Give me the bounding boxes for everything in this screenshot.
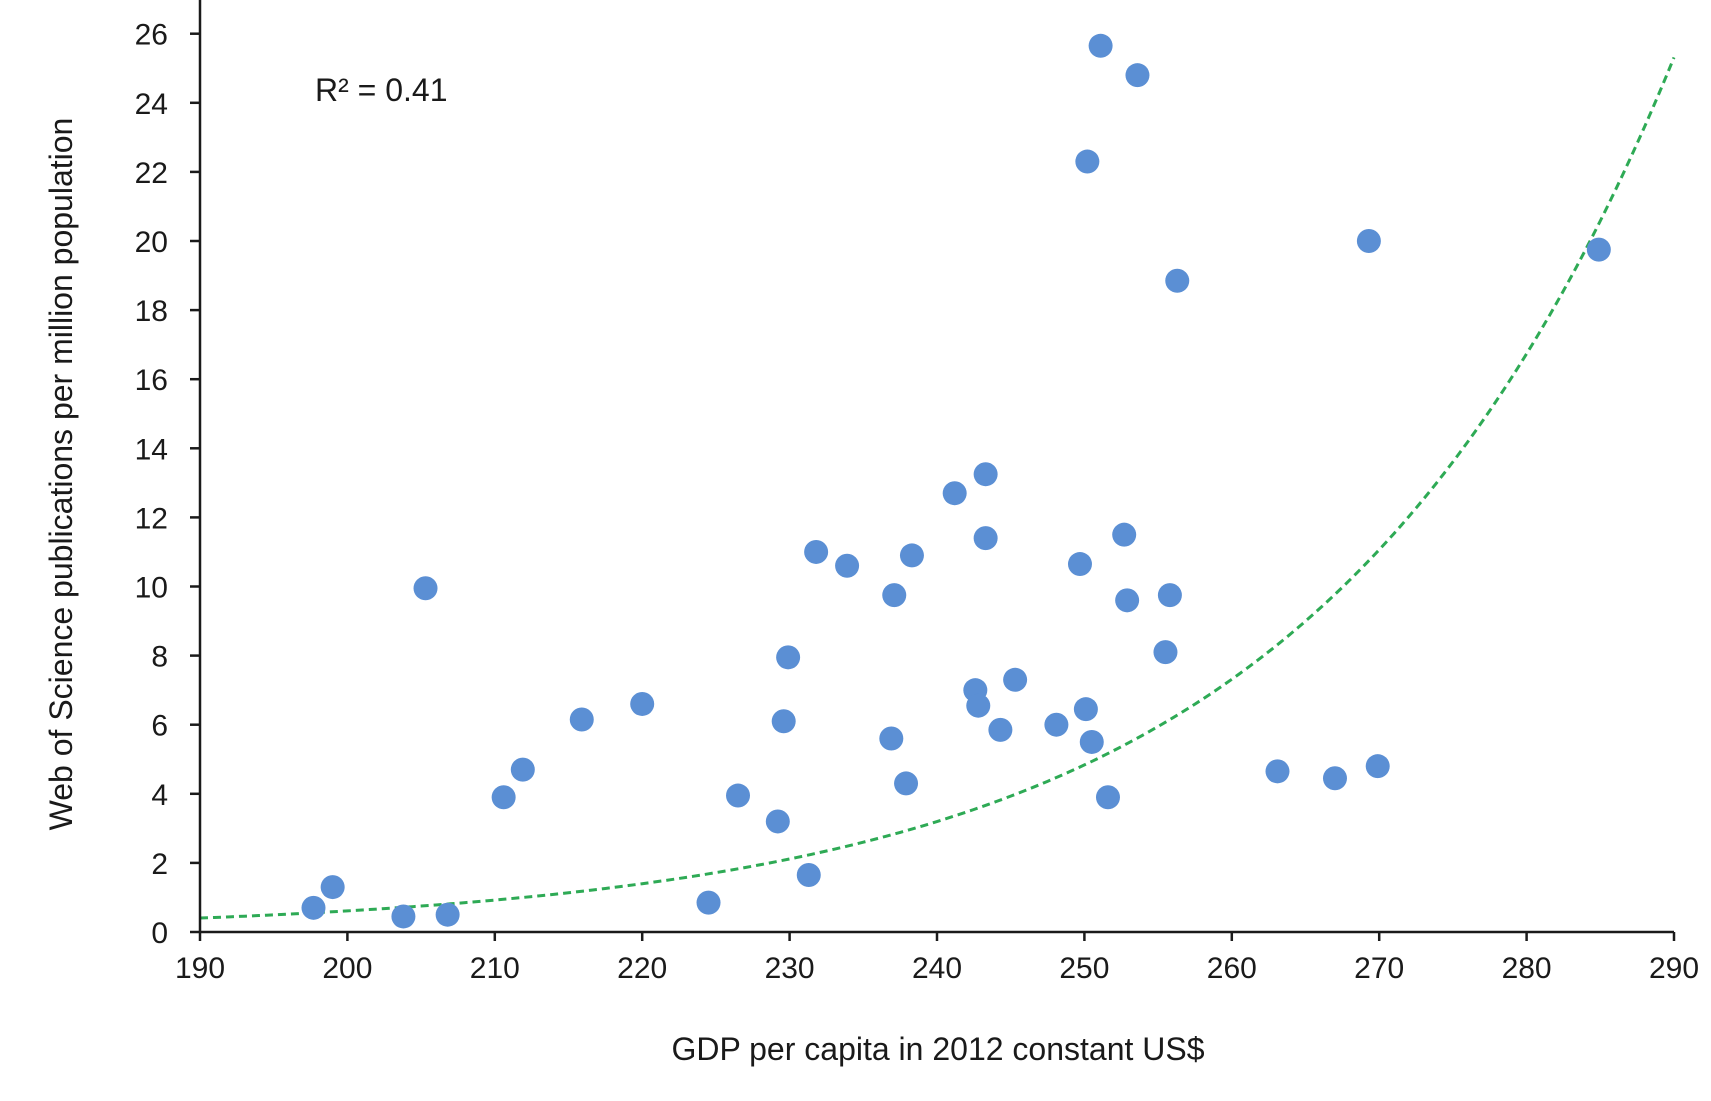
data-point [771, 709, 796, 734]
data-point [988, 717, 1013, 742]
data-point [630, 691, 655, 716]
data-point [1095, 785, 1120, 810]
y-tick-label: 24 [135, 88, 168, 121]
data-point [1073, 697, 1098, 722]
data-point [1003, 667, 1028, 692]
data-point [1157, 583, 1182, 608]
ticks-layer: 190 200 210 220 230 240 250 260 270 280 2900246810… [135, 19, 1699, 985]
data-point [569, 707, 594, 732]
points-layer [301, 33, 1611, 929]
x-tick-label: 200 [322, 952, 372, 985]
x-tick-label: 260 [1207, 952, 1257, 985]
data-point [301, 895, 326, 920]
x-tick-label: 230 [765, 952, 815, 985]
x-tick-label: 240 [912, 952, 962, 985]
data-point [882, 583, 907, 608]
y-tick-label: 6 [151, 710, 168, 743]
y-tick-label: 0 [151, 917, 168, 950]
y-tick-label: 16 [135, 364, 168, 397]
x-tick-label: 220 [617, 952, 667, 985]
data-point [1356, 229, 1381, 253]
data-point [491, 785, 516, 810]
data-point [1265, 759, 1290, 784]
y-tick-label: 10 [135, 572, 168, 605]
data-point [1079, 729, 1104, 754]
y-tick-label: 20 [135, 226, 168, 259]
data-point [973, 526, 998, 551]
data-point [973, 462, 998, 487]
x-tick-label: 210 [470, 952, 520, 985]
x-tick-label: 270 [1354, 952, 1404, 985]
data-point [942, 481, 967, 506]
data-point [391, 904, 416, 929]
data-point [413, 576, 438, 601]
data-point [894, 771, 919, 796]
data-point [320, 875, 345, 900]
data-point [1586, 237, 1611, 262]
y-tick-label: 12 [135, 502, 168, 535]
data-point [804, 539, 829, 564]
y-tick-label: 26 [135, 19, 168, 52]
data-point [1153, 640, 1178, 665]
x-tick-label: 290 [1649, 952, 1699, 985]
trendline-layer [199, 56, 1676, 920]
data-point [1165, 268, 1190, 293]
y-tick-label: 8 [151, 641, 168, 674]
data-point [966, 693, 991, 718]
y-tick-label: 22 [135, 157, 168, 190]
data-point [879, 726, 904, 751]
x-tick-label: 250 [1059, 952, 1109, 985]
r-squared-annotation: R² = 0.41 [315, 72, 448, 108]
data-point [835, 553, 860, 578]
x-tick-label: 280 [1502, 952, 1552, 985]
data-point [1075, 149, 1100, 174]
data-point [1115, 588, 1140, 613]
x-tick-label: 190 [175, 952, 225, 985]
y-tick-label: 2 [151, 848, 168, 881]
y-tick-label: 14 [135, 433, 168, 466]
y-tick-label: 18 [135, 295, 168, 328]
data-point [1067, 552, 1092, 577]
data-point [1322, 766, 1347, 791]
data-point [435, 902, 460, 927]
data-point [1365, 754, 1390, 779]
x-axis-title: GDP per capita in 2012 constant US$ [671, 1031, 1204, 1067]
y-tick-label: 4 [151, 779, 168, 812]
data-point [1112, 522, 1137, 547]
data-point [1125, 63, 1150, 88]
axes-layer [198, 0, 1674, 934]
data-point [726, 783, 751, 808]
data-point [696, 890, 721, 915]
data-point [1044, 712, 1069, 737]
data-point [796, 862, 821, 887]
trendline [199, 56, 1676, 920]
data-point [1088, 33, 1113, 58]
data-point [765, 809, 790, 834]
data-point [899, 543, 924, 568]
y-axis-title: Web of Science publications per million … [43, 118, 79, 831]
data-point [510, 757, 535, 782]
data-point [776, 645, 801, 670]
